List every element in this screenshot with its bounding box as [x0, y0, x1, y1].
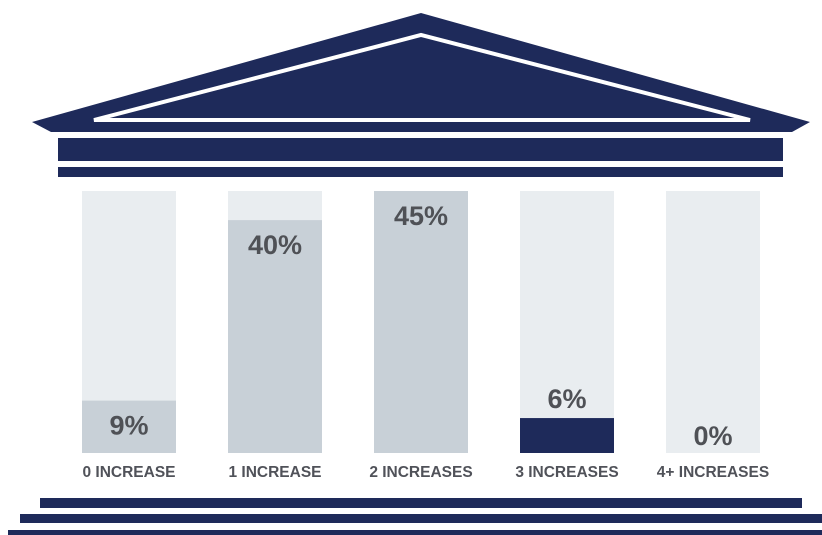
roof-pediment-inner-outline — [93, 32, 751, 122]
column-track — [666, 191, 760, 453]
category-label: 4+ INCREASES — [657, 464, 769, 481]
bar — [82, 400, 176, 453]
temple-roof — [32, 13, 810, 132]
bar — [228, 220, 322, 453]
value-label: 45% — [394, 201, 448, 231]
base-step-middle — [20, 514, 822, 523]
value-label: 9% — [109, 411, 148, 441]
category-label: 0 INCREASE — [82, 464, 175, 481]
value-labels: 9% 40% 45% 6% 0% — [109, 201, 732, 451]
column-bars — [82, 191, 760, 453]
value-label: 6% — [547, 384, 586, 414]
entablature-band — [58, 138, 783, 161]
bar — [520, 418, 614, 453]
bar — [374, 191, 468, 453]
value-label: 40% — [248, 230, 302, 260]
category-labels: 0 INCREASE 1 INCREASE 2 INCREASES 3 INCREAS… — [82, 464, 769, 481]
category-label: 3 INCREASES — [515, 464, 618, 481]
base-step-top — [40, 498, 802, 508]
roof-pediment-outer — [32, 13, 810, 132]
category-label: 1 INCREASE — [228, 464, 321, 481]
column-track — [520, 191, 614, 453]
category-label: 2 INCREASES — [369, 464, 472, 481]
entablature-thin-band — [58, 167, 783, 177]
base-step-bottom — [8, 530, 822, 535]
temple-base — [8, 498, 822, 535]
value-label: 0% — [693, 421, 732, 451]
